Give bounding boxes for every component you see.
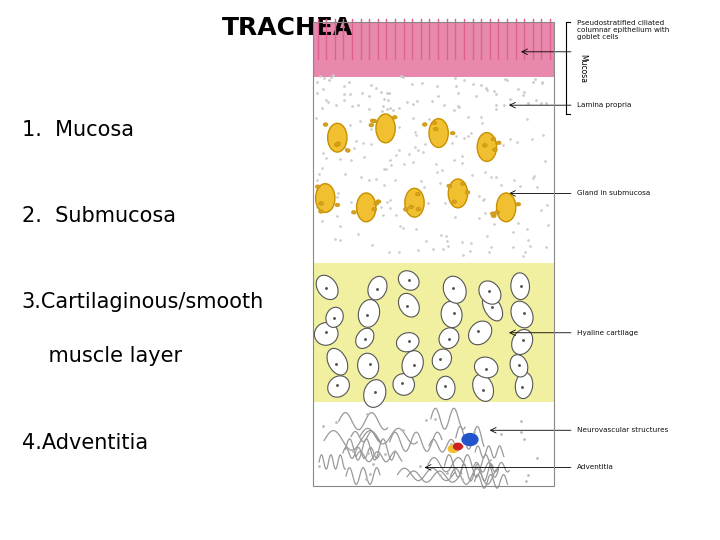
Ellipse shape (482, 295, 503, 321)
Circle shape (346, 148, 350, 152)
Ellipse shape (441, 301, 462, 328)
Ellipse shape (328, 376, 349, 397)
Bar (313, 114, 554, 263)
Circle shape (447, 184, 451, 188)
Circle shape (491, 137, 496, 141)
Ellipse shape (474, 357, 498, 378)
Bar (313, 22, 554, 114)
Ellipse shape (397, 333, 419, 352)
Ellipse shape (479, 281, 501, 304)
Ellipse shape (516, 373, 533, 399)
Circle shape (372, 207, 377, 211)
Circle shape (449, 445, 458, 453)
Text: TRACHEA: TRACHEA (222, 16, 354, 40)
Circle shape (482, 144, 487, 147)
Ellipse shape (398, 271, 419, 290)
Bar (313, 402, 554, 486)
Ellipse shape (316, 275, 338, 300)
Ellipse shape (358, 353, 379, 379)
Ellipse shape (315, 322, 338, 345)
Circle shape (351, 211, 356, 214)
Ellipse shape (436, 376, 455, 400)
Ellipse shape (469, 321, 492, 345)
Ellipse shape (398, 293, 419, 317)
Circle shape (432, 121, 437, 125)
Ellipse shape (315, 184, 335, 212)
Circle shape (403, 207, 408, 211)
Circle shape (491, 214, 496, 218)
Circle shape (490, 212, 495, 215)
Ellipse shape (511, 301, 533, 328)
Circle shape (335, 203, 340, 207)
Circle shape (336, 142, 341, 145)
Text: Pseudostratified ciliated
columnar epithelium with
goblet cells: Pseudostratified ciliated columnar epith… (577, 20, 670, 40)
Bar (313, 22, 554, 77)
Circle shape (315, 185, 320, 188)
Circle shape (492, 148, 498, 152)
Text: 2.  Submucosa: 2. Submucosa (22, 206, 176, 226)
Text: Neurovascular structures: Neurovascular structures (577, 427, 669, 433)
Circle shape (370, 119, 375, 123)
Circle shape (461, 182, 465, 186)
Circle shape (392, 116, 397, 119)
Ellipse shape (473, 374, 493, 401)
Ellipse shape (439, 328, 459, 348)
Ellipse shape (359, 300, 379, 327)
Ellipse shape (364, 380, 386, 407)
Circle shape (495, 211, 500, 214)
Text: Adventitia: Adventitia (577, 464, 614, 470)
Circle shape (372, 119, 377, 123)
Ellipse shape (402, 350, 423, 377)
Ellipse shape (497, 193, 516, 222)
Ellipse shape (511, 273, 529, 300)
Circle shape (318, 210, 323, 213)
Ellipse shape (356, 193, 376, 222)
Text: Lamina propria: Lamina propria (577, 102, 631, 108)
Circle shape (376, 200, 381, 204)
Text: 3.Cartilaginous/smooth: 3.Cartilaginous/smooth (22, 292, 264, 313)
Ellipse shape (356, 328, 374, 348)
Bar (313, 263, 554, 402)
Ellipse shape (449, 179, 467, 208)
Ellipse shape (432, 349, 451, 370)
Circle shape (335, 143, 339, 147)
Text: Hyaline cartilage: Hyaline cartilage (577, 330, 639, 336)
Circle shape (433, 127, 438, 131)
Text: 1.  Mucosa: 1. Mucosa (22, 119, 134, 140)
Ellipse shape (376, 114, 395, 143)
Ellipse shape (477, 133, 497, 161)
Circle shape (496, 141, 501, 145)
Ellipse shape (405, 188, 424, 217)
Circle shape (409, 205, 413, 209)
Ellipse shape (444, 276, 466, 303)
Ellipse shape (510, 355, 528, 377)
Circle shape (462, 434, 478, 445)
Circle shape (374, 202, 379, 205)
Circle shape (450, 131, 455, 135)
Circle shape (369, 123, 374, 127)
Ellipse shape (368, 276, 387, 300)
Circle shape (423, 123, 427, 126)
Text: Mucosa: Mucosa (578, 53, 587, 83)
Circle shape (516, 202, 521, 206)
Circle shape (319, 202, 323, 205)
Ellipse shape (512, 329, 533, 355)
Ellipse shape (326, 307, 343, 327)
Text: 4.Adventitia: 4.Adventitia (22, 433, 148, 453)
Circle shape (416, 207, 421, 211)
Circle shape (454, 443, 462, 450)
Circle shape (323, 123, 328, 126)
Ellipse shape (429, 119, 449, 147)
Text: Gland in submucosa: Gland in submucosa (577, 191, 651, 197)
Circle shape (452, 200, 456, 204)
Ellipse shape (393, 374, 415, 395)
Circle shape (465, 191, 470, 194)
Text: muscle layer: muscle layer (22, 346, 181, 367)
Bar (313, 22, 554, 486)
Ellipse shape (328, 123, 347, 152)
Ellipse shape (327, 348, 348, 375)
Circle shape (415, 192, 420, 196)
